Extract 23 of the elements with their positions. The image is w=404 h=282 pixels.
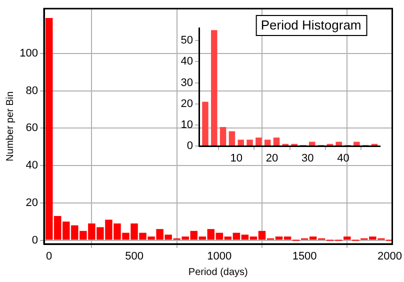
y-tick-label: 20	[26, 196, 38, 209]
x-tick-label: 40	[337, 152, 350, 165]
x-tick-label: 500	[125, 250, 144, 263]
x-tick-label: 20	[266, 152, 278, 165]
y-tick-label: 100	[20, 47, 38, 60]
text: Period Histogram	[260, 18, 362, 33]
x-tick-label: 30	[302, 152, 314, 165]
y-tick-label: 0	[186, 140, 193, 152]
x-tick-label: 0	[46, 250, 52, 263]
y-tick-label: 20	[180, 98, 193, 110]
y-axis-title: Number per Bin	[4, 91, 16, 162]
x-tick-label: 1000	[207, 250, 232, 263]
y-tick-label: 50	[180, 34, 193, 47]
y-tick-label: 30	[180, 76, 193, 89]
y-tick-label: 80	[26, 84, 38, 97]
y-tick-label: 60	[26, 122, 38, 134]
x-tick-label: 2000	[377, 250, 402, 263]
x-tick-label: 1500	[292, 250, 317, 263]
y-tick-label: 0	[32, 234, 38, 246]
x-axis-title: Period (days)	[188, 266, 248, 278]
y-tick-label: 40	[180, 56, 193, 68]
x-tick-label: 10	[230, 152, 243, 165]
y-tick-label: 10	[180, 118, 193, 131]
